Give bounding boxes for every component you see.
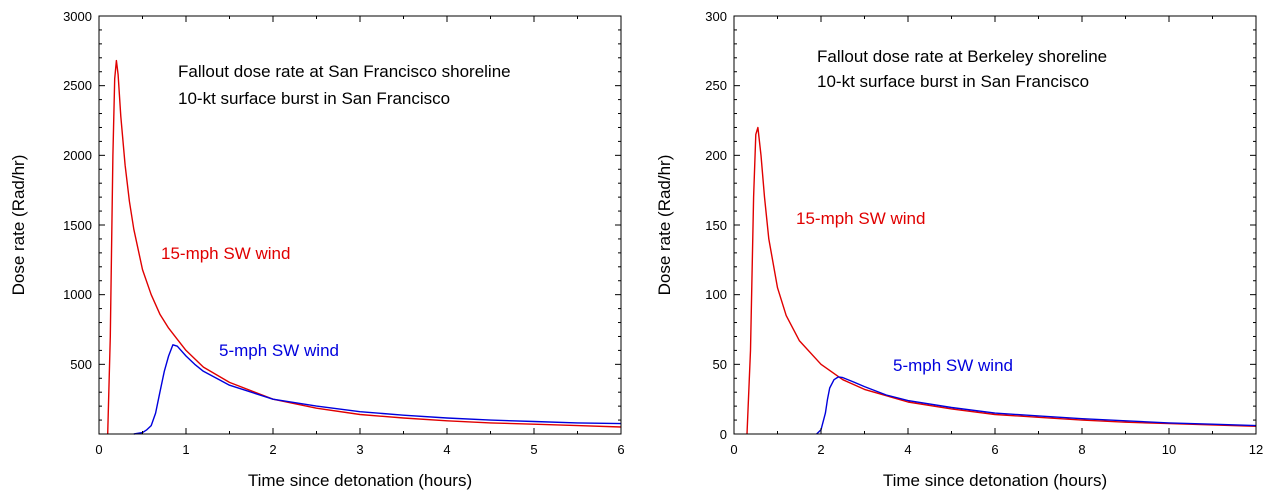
y-axis-title: Dose rate (Rad/hr) [655,155,674,296]
y-tick-label: 250 [705,78,727,93]
y-tick-label: 0 [720,427,727,442]
series-line-5mph [133,344,622,435]
x-tick-label: 4 [904,442,911,457]
x-tick-label: 0 [95,442,102,457]
series-label-15mph: 15-mph SW wind [161,244,290,263]
chart-san-francisco-plot-area [107,59,622,435]
tick-marks [98,15,622,435]
y-axis-title: Dose rate (Rad/hr) [9,155,28,296]
y-tick-label: 3000 [63,9,92,24]
chart-berkeley: 0 2 4 6 8 10 12 0 50 100 150 200 250 300… [655,9,1263,490]
x-tick-label: 1 [182,442,189,457]
y-tick-label: 500 [70,357,92,372]
y-tick-label: 100 [705,287,727,302]
series-label-15mph: 15-mph SW wind [796,209,925,228]
x-axis-title: Time since detonation (hours) [883,471,1107,490]
x-tick-label: 4 [443,442,450,457]
tick-marks [733,15,1257,435]
series-line-15mph [746,126,1257,435]
x-tick-label: 6 [991,442,998,457]
chart-annotation-line-2: 10-kt surface burst in San Francisco [178,89,450,108]
y-tick-label: 2500 [63,78,92,93]
chart-annotation-line-1: Fallout dose rate at Berkeley shoreline [817,47,1107,66]
series-label-5mph: 5-mph SW wind [893,356,1013,375]
x-axis-title: Time since detonation (hours) [248,471,472,490]
x-tick-label: 3 [356,442,363,457]
x-tick-label: 10 [1162,442,1176,457]
y-tick-label: 2000 [63,148,92,163]
x-tick-label: 12 [1249,442,1263,457]
x-tick-label: 0 [730,442,737,457]
chart-annotation-line-2: 10-kt surface burst in San Francisco [817,72,1089,91]
chart-berkeley-plot-area [746,126,1257,435]
series-line-15mph [107,59,622,435]
y-tick-label: 200 [705,148,727,163]
x-tick-label: 2 [817,442,824,457]
y-tick-label: 50 [713,357,727,372]
x-tick-label: 2 [269,442,276,457]
chart-san-francisco: 0 1 2 3 4 5 6 500 1000 1500 2000 2500 30… [9,9,625,490]
chart-annotation-line-1: Fallout dose rate at San Francisco shore… [178,62,511,81]
series-line-5mph [816,376,1257,435]
y-tick-label: 1000 [63,287,92,302]
x-tick-label: 5 [530,442,537,457]
y-tick-label: 1500 [63,218,92,233]
series-label-5mph: 5-mph SW wind [219,341,339,360]
y-tick-label: 300 [705,9,727,24]
y-tick-label: 150 [705,218,727,233]
x-tick-label: 6 [617,442,624,457]
x-tick-label: 8 [1078,442,1085,457]
